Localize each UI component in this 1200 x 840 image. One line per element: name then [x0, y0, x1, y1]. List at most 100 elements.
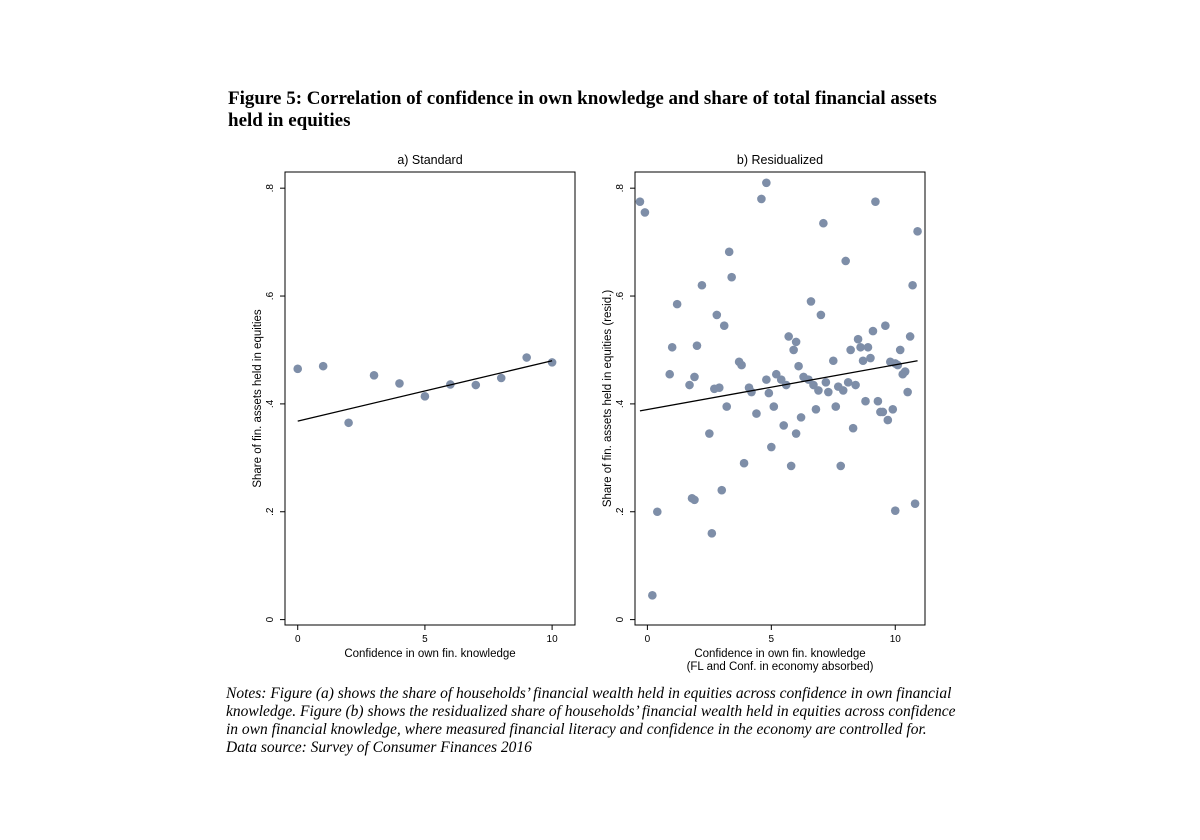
data-point	[858, 356, 868, 366]
data-point	[692, 341, 702, 350]
data-point	[739, 458, 749, 468]
plot-frame	[284, 171, 576, 626]
data-point	[848, 423, 858, 433]
data-point	[714, 383, 724, 393]
x-axis-label: Confidence in own fin. knowledge	[344, 648, 515, 660]
data-point	[853, 334, 863, 344]
data-point	[667, 342, 677, 352]
chart-b-svg: b) Residualized 0 .2 .4 .6 .8 0 5 10 Confidence i…	[602, 153, 926, 673]
data-point	[717, 485, 727, 495]
data-point	[779, 421, 789, 430]
data-point	[895, 345, 905, 355]
x-tick-label: 0	[295, 634, 301, 645]
data-point	[908, 280, 917, 290]
y-tick-label: 0	[615, 616, 626, 622]
data-point	[471, 380, 481, 390]
y-axis-label: Share of fin. assets held in equities	[252, 309, 264, 488]
data-point	[635, 197, 645, 206]
data-point	[640, 208, 650, 217]
data-point	[843, 378, 853, 387]
panel-title: a) Standard	[397, 153, 462, 167]
data-point	[496, 373, 506, 383]
y-tick-label: .6	[265, 291, 276, 300]
data-point	[905, 332, 915, 341]
y-tick-label: .2	[265, 507, 276, 516]
y-axis-label: Share of fin. assets held in equities (r…	[602, 290, 614, 508]
data-point	[796, 413, 806, 422]
data-point	[769, 402, 779, 411]
data-point	[791, 337, 801, 347]
data-point	[893, 360, 903, 370]
data-point	[851, 380, 860, 390]
notes-line-1: Notes: Figure (a) shows the share of hou…	[226, 685, 952, 702]
figure-title: Figure 5: Correlation of confidence in o…	[228, 88, 988, 132]
data-point	[547, 358, 557, 367]
data-point	[856, 342, 865, 352]
y-tick-label: .4	[615, 399, 626, 408]
data-point	[836, 461, 846, 471]
data-point	[816, 310, 826, 320]
data-point	[789, 345, 798, 355]
chart-a-svg: a) Standard 0 .2 .4 .6 .8 0 5 10 Confidence in ow…	[252, 153, 576, 660]
data-point	[890, 506, 900, 515]
data-point	[318, 361, 328, 371]
data-point	[873, 396, 883, 406]
data-point	[878, 407, 888, 417]
data-point	[690, 495, 699, 505]
data-point	[719, 321, 729, 330]
data-point	[814, 386, 823, 395]
data-point	[344, 418, 353, 428]
data-point	[868, 326, 878, 336]
data-point	[685, 380, 694, 390]
data-point	[395, 379, 404, 388]
x-tick-label: 5	[422, 634, 428, 645]
data-point	[871, 197, 880, 206]
x-tick-label: 10	[547, 634, 559, 645]
data-point	[665, 369, 675, 379]
data-point	[910, 499, 920, 508]
chart-panel-b: b) Residualized 0 .2 .4 .6 .8 0 5 10 Confidence i…	[590, 150, 935, 673]
data-point	[821, 378, 831, 387]
data-point	[707, 529, 717, 538]
data-point	[522, 353, 531, 362]
data-point	[420, 392, 430, 401]
data-point	[828, 356, 838, 366]
x-axis-label: Confidence in own fin. knowledge	[694, 648, 865, 660]
data-point	[806, 297, 816, 306]
data-point	[293, 364, 303, 374]
data-point	[841, 256, 850, 266]
data-point	[722, 402, 732, 411]
data-point	[863, 342, 873, 352]
x-tick-label: 5	[769, 634, 775, 645]
data-point	[747, 387, 756, 397]
data-point	[369, 371, 379, 380]
data-point	[762, 178, 771, 188]
data-point	[819, 218, 828, 228]
data-point	[831, 402, 841, 411]
data-point	[913, 227, 922, 236]
data-point	[762, 375, 771, 384]
data-point	[672, 299, 682, 309]
figure-title-line-2: held in equities	[228, 110, 351, 131]
notes-line-2: knowledge. Figure (b) shows the residual…	[226, 703, 956, 720]
x-axis-label-line-2: (FL and Conf. in economy absorbed)	[687, 661, 874, 673]
data-point	[767, 442, 776, 452]
fit-line	[297, 360, 553, 422]
data-point	[697, 280, 707, 290]
data-point	[861, 396, 870, 406]
data-point	[883, 415, 893, 425]
data-point	[784, 332, 793, 341]
x-tick-label: 0	[645, 634, 651, 645]
y-tick-label: .6	[615, 291, 626, 300]
panel-title: b) Residualized	[737, 153, 823, 167]
data-point	[846, 345, 855, 355]
data-point	[727, 272, 736, 282]
data-point	[764, 388, 774, 398]
data-point	[903, 387, 912, 397]
data-point	[724, 247, 734, 257]
data-point	[900, 367, 910, 376]
data-point	[752, 409, 761, 418]
data-point	[757, 194, 766, 204]
fit-line	[639, 360, 918, 412]
data-point	[712, 310, 722, 320]
